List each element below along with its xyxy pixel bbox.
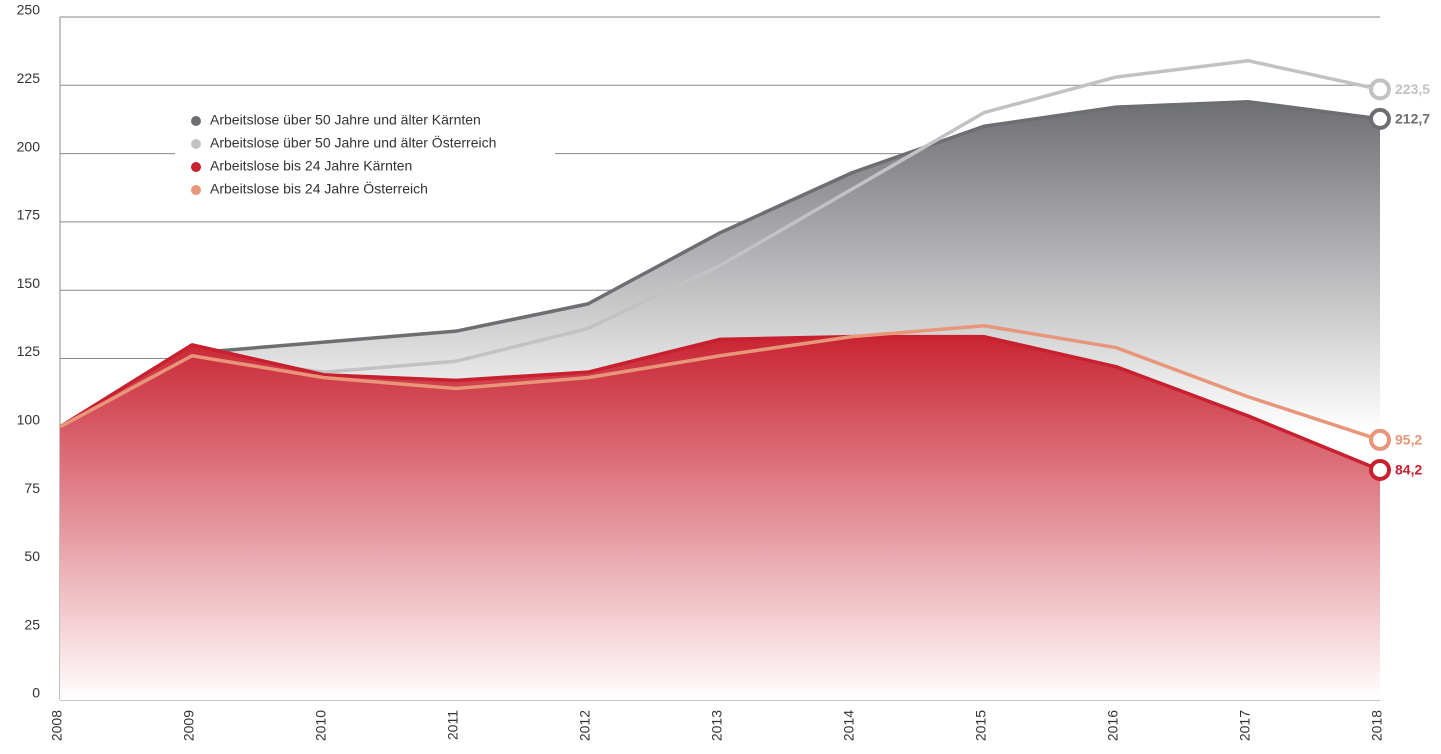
legend-label: Arbeitslose über 50 Jahre und älter Kärn… [210,112,481,128]
legend-label: Arbeitslose bis 24 Jahre Österreich [210,180,428,197]
y-tick-label: 100 [17,412,41,428]
end-marker [1369,428,1391,451]
line [59,323,1381,442]
x-tick-label: 2013 [709,710,725,741]
y-tick-label: 250 [17,2,41,18]
x-tick-label: 2009 [181,710,197,741]
x-tick-label: 2008 [49,710,65,741]
y-tick-label: 225 [17,70,41,86]
y-tick-label: 75 [24,480,40,496]
y-tick-label: 175 [17,207,41,223]
x-tick-label: 2010 [313,710,329,741]
x-tick-label: 2016 [1105,710,1121,741]
y-tick-label: 0 [32,685,40,701]
x-tick-label: 2015 [973,710,989,741]
x-tick-label: 2014 [841,710,857,741]
legend-label: Arbeitslose bis 24 Jahre Kärnten [210,158,412,174]
y-tick-label: 200 [17,138,41,154]
line [59,334,1381,472]
value-label: 212,7 [1395,111,1430,127]
y-tick-label: 150 [17,275,41,291]
line [59,99,1381,429]
end-marker [1369,458,1391,481]
y-tick-label: 50 [24,548,40,564]
value-label: 95,2 [1395,432,1422,448]
x-tick-label: 2018 [1369,710,1385,741]
y-tick-label: 25 [24,616,40,632]
y-tick-label: 125 [17,343,41,359]
end-marker [1369,107,1391,130]
area [60,336,1380,700]
legend-marker [191,139,201,149]
x-tick-label: 2017 [1237,710,1253,741]
legend-marker [191,162,201,172]
legend-label: Arbeitslose über 50 Jahre und älter Öste… [210,134,496,151]
value-label: 84,2 [1395,462,1422,478]
legend-marker [191,116,201,126]
value-label: 223,5 [1395,81,1430,97]
legend-box [175,103,555,203]
x-tick-label: 2012 [577,710,593,741]
legend-marker [191,185,201,195]
x-tick-label: 2011 [445,710,461,740]
end-marker [1369,78,1391,101]
